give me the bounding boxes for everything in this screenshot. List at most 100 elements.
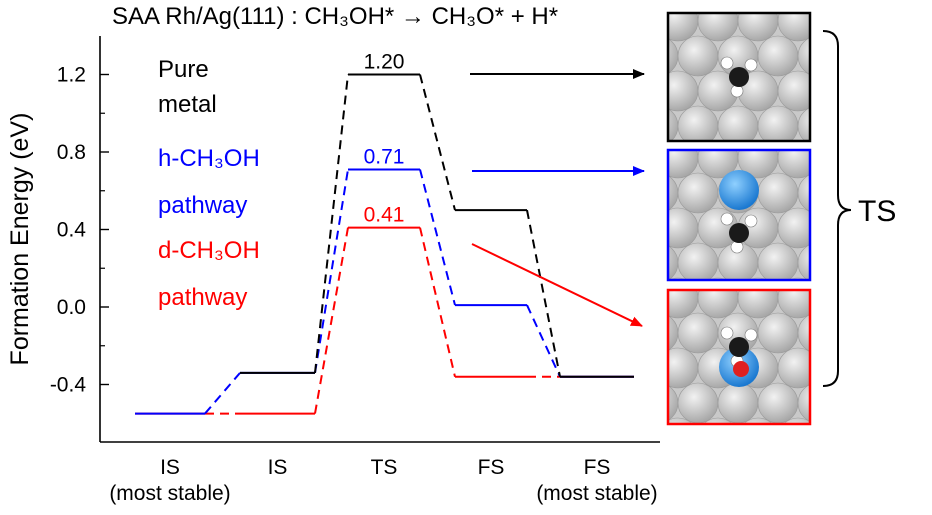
surface-atom: [757, 242, 799, 280]
surface-atom: [758, 453, 798, 493]
ts-energy-label: 0.41: [364, 204, 405, 227]
carbon-atom: [729, 223, 749, 243]
x-tick-label-secondary: (most stable): [109, 482, 230, 505]
surface-atom: [797, 174, 810, 212]
surface-atom: [668, 385, 679, 421]
surface-atom: [677, 172, 719, 214]
surface-atom: [697, 13, 739, 42]
surface-atom: [618, 208, 658, 248]
ts-energy-label: 0.71: [364, 145, 405, 168]
surface-atom: [838, 383, 878, 423]
surface-atom: [757, 35, 799, 77]
surface-atom: [737, 290, 779, 319]
surface-atom: [838, 453, 878, 493]
legend-entry: h-CH₃OH: [158, 145, 260, 172]
structure-image-pure-metal-ts: [618, 0, 918, 181]
surface-atom: [797, 37, 810, 75]
surface-atom: [777, 150, 810, 179]
surface-atom: [878, 106, 918, 146]
ts-annotation: TS: [858, 195, 896, 228]
x-tick-label: FS: [584, 456, 611, 479]
dopant-atom: [719, 170, 759, 210]
surface-atom: [677, 382, 719, 424]
surface-atom: [618, 141, 658, 181]
hydrogen-atom: [720, 56, 734, 70]
surface-atom: [838, 313, 878, 353]
surface-atom: [798, 0, 838, 6]
transition-connector: [314, 74, 349, 373]
surface-atom: [718, 0, 758, 6]
transition-connector: [419, 227, 456, 377]
surface-atom: [878, 313, 918, 353]
surface-atom: [777, 207, 810, 249]
surface-atom: [858, 71, 898, 111]
surface-atom: [678, 453, 718, 493]
x-tick-label: FS: [478, 456, 505, 479]
transition-connector: [314, 227, 349, 414]
surface-atom: [718, 453, 758, 493]
surface-atom: [668, 175, 679, 211]
surface-atom: [878, 0, 918, 6]
legend-entry: pathway: [158, 192, 247, 219]
carbon-atom: [729, 337, 749, 357]
legend-entry: metal: [158, 91, 217, 118]
transition-connector: [526, 209, 561, 377]
oxygen-atom: [733, 361, 749, 377]
y-tick-label: 0.8: [57, 141, 86, 164]
transition-connector: [526, 304, 561, 378]
surface-atom: [798, 453, 838, 493]
hydrogen-atom: [730, 84, 744, 98]
surface-atom: [737, 13, 779, 42]
y-tick-label: 1.2: [57, 64, 86, 87]
transition-connector: [419, 169, 456, 306]
structure-frame: [666, 288, 812, 426]
surface-atom: [668, 70, 699, 112]
surface-atom: [818, 418, 858, 458]
surface-atom: [668, 13, 699, 42]
transition-connector: [314, 169, 349, 374]
surface-atom: [618, 71, 658, 111]
structure-image-d-ch3oh-ts: [618, 243, 918, 493]
surface-atom: [777, 70, 810, 112]
surface-atom: [878, 36, 918, 76]
y-axis-label: Formation Energy (eV): [6, 113, 34, 366]
surface-atom: [878, 453, 918, 493]
surface-atom: [838, 106, 878, 146]
surface-atom: [743, 417, 773, 424]
surface-atom: [797, 107, 810, 141]
surface-atom: [668, 290, 699, 319]
y-tick-label: 0.4: [57, 219, 87, 242]
transition-connector: [204, 372, 241, 415]
surface-atom: [757, 312, 799, 354]
surface-atom: [858, 138, 898, 178]
x-tick-label: TS: [371, 456, 398, 479]
chart-title: SAA Rh/Ag(111) : CH₃OH* → CH₃O* + H*: [112, 3, 558, 30]
x-tick-label-secondary: (most stable): [536, 482, 657, 505]
surface-atom: [777, 347, 810, 389]
surface-atom: [668, 315, 679, 351]
surface-atom: [677, 312, 719, 354]
surface-atom: [757, 172, 799, 214]
surface-atom: [858, 278, 898, 318]
hydrogen-atom: [744, 214, 758, 228]
surface-atom: [618, 278, 658, 318]
surface-atom: [858, 1, 898, 41]
surface-atom: [858, 348, 898, 388]
structure-image-h-ch3oh-ts: [618, 103, 918, 353]
legend-entry: pathway: [158, 284, 247, 311]
hydrogen-atom: [730, 240, 744, 254]
surface-atom: [618, 1, 658, 41]
surface-atom: [677, 35, 719, 77]
surface-atom: [838, 243, 878, 283]
surface-atom: [838, 0, 878, 6]
surface-atom: [668, 38, 679, 74]
surface-atom: [618, 418, 658, 458]
surface-atom: [668, 347, 699, 389]
surface-atom: [878, 103, 918, 143]
surface-atom: [758, 0, 798, 6]
surface-atom: [838, 103, 878, 143]
ts-energy-label: 1.20: [364, 51, 405, 74]
series-0: [240, 73, 634, 378]
